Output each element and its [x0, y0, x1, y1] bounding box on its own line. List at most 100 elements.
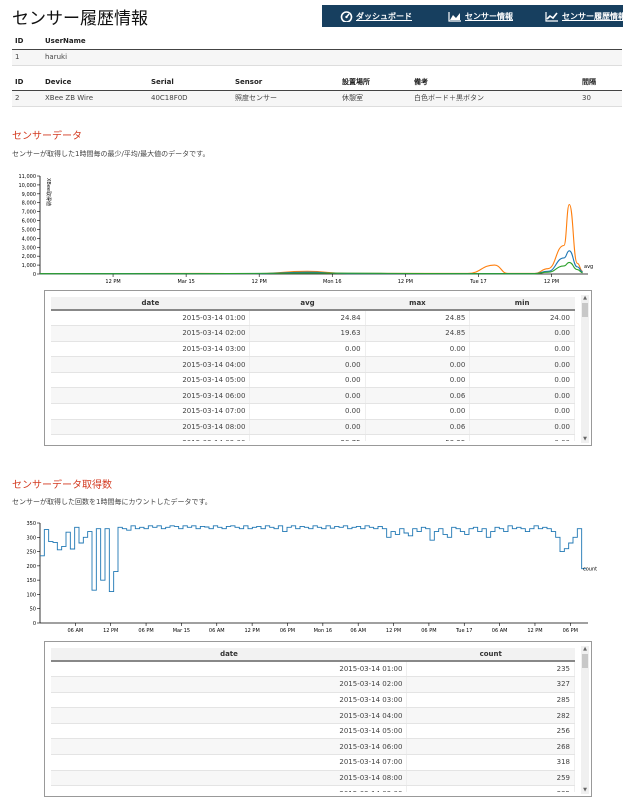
table-row: 2015-03-14 02:00 327 — [51, 676, 575, 693]
serial-header: Serial — [148, 74, 232, 91]
y-tick-label: 11,000 — [19, 174, 37, 180]
grid1-cell: 53.25 — [365, 434, 471, 441]
note-cell: 白色ボード＋黒ボタン — [411, 90, 579, 107]
grid1-cell: 0.00 — [469, 356, 575, 373]
grid2-cell: 318 — [406, 754, 575, 771]
count-data-grid-table: date count 2015-03-14 01:00 235 2015-03-14… — [51, 648, 575, 792]
x-tick-label: Mon 16 — [323, 279, 342, 285]
location-cell: 休憩室 — [339, 90, 411, 107]
x-tick-label: 12 PM — [544, 279, 559, 285]
grid1-cell: 0.00 — [249, 403, 366, 420]
y-tick-label: 8,000 — [22, 201, 36, 207]
nav-dashboard[interactable]: ダッシュボード — [340, 10, 412, 22]
count-series-line — [40, 525, 586, 593]
user-id-header: ID — [12, 33, 42, 50]
count-data-desc: センサーが取得した回数を1時間毎にカウントしたデータです。 — [12, 498, 212, 506]
sensor-value-chart: 0 1,000 2,000 3,000 4,000 5,000 6,000 7,000 8,00… — [19, 174, 594, 285]
y-tick-label: 4,000 — [22, 236, 36, 242]
x-tick-label: 06 PM — [138, 628, 153, 634]
grid2-cell: 268 — [406, 738, 575, 756]
note-header: 備考 — [411, 74, 579, 91]
sensor-table: ID Device Serial Sensor 設置場所 備考 間隔 2 XBe… — [12, 74, 622, 107]
grid1-cell: 0.00 — [469, 387, 575, 405]
count-data-grid: date count 2015-03-14 01:00 235 2015-03-14… — [44, 641, 592, 797]
grid1-max-header: max — [365, 297, 470, 311]
grid2-cell: 285 — [406, 692, 575, 709]
grid1-cell: 2015-03-14 02:00 — [51, 325, 251, 342]
table-row: 2015-03-14 06:00 268 — [51, 738, 575, 756]
scroll-up-icon[interactable]: ▲ — [583, 295, 587, 301]
table-row: 2015-03-14 05:00 0.00 0.00 0.00 — [51, 372, 575, 389]
grid1-cell: 28.75 — [249, 434, 366, 441]
table-row: 2015-03-14 06:00 0.00 0.06 0.00 — [51, 387, 575, 405]
grid2-scroll-thumb[interactable] — [582, 654, 588, 668]
grid1-scrollbar[interactable]: ▲ ▼ — [581, 295, 589, 443]
y-tick-label: 1,000 — [22, 263, 36, 269]
y-tick-label: 9,000 — [22, 192, 36, 198]
grid1-scroll-thumb[interactable] — [582, 303, 588, 317]
table-row: 2015-03-14 02:00 19.63 24.85 0.00 — [51, 325, 575, 342]
y-tick-label: 300 — [26, 535, 36, 541]
y-tick-label: 2,000 — [22, 254, 36, 260]
grid1-cell: 0.06 — [365, 387, 471, 405]
x-tick-label: Mon 16 — [314, 628, 333, 634]
x-tick-label: 12 PM — [105, 279, 120, 285]
y-tick-label: 3,000 — [22, 245, 36, 251]
y-axis-label: XBee取得値 — [45, 178, 52, 206]
grid1-cell: 24.00 — [469, 310, 575, 327]
table-row: 2015-03-14 07:00 0.00 0.00 0.00 — [51, 403, 575, 420]
device-header: Device — [42, 74, 148, 91]
username-cell: haruki — [42, 49, 622, 66]
scroll-down-icon[interactable]: ▼ — [583, 787, 587, 793]
user-table: ID UserName 1 haruki — [12, 33, 622, 66]
grid2-cell: 2015-03-14 05:00 — [51, 723, 408, 740]
grid2-cell: 2015-03-14 09:00 — [51, 785, 408, 792]
y-tick-label: 10,000 — [19, 183, 37, 189]
x-tick-label: 12 PM — [527, 628, 542, 634]
user-id-cell: 1 — [12, 49, 42, 66]
x-tick-label: 12 PM — [398, 279, 413, 285]
x-tick-label: 06 PM — [563, 628, 578, 634]
y-tick-label: 7,000 — [22, 210, 36, 216]
grid1-cell: 24.84 — [249, 310, 366, 327]
x-tick-label: 06 PM — [421, 628, 436, 634]
table-row: 1 haruki — [12, 49, 622, 66]
scroll-down-icon[interactable]: ▼ — [583, 436, 587, 442]
x-tick-label: Tue 17 — [455, 628, 473, 634]
scroll-up-icon[interactable]: ▲ — [583, 646, 587, 652]
grid1-cell: 2015-03-14 03:00 — [51, 341, 251, 358]
y-tick-label: 200 — [26, 564, 36, 570]
grid1-cell: 19.63 — [249, 325, 366, 342]
location-header: 設置場所 — [339, 74, 411, 91]
sensor-data-title: センサーデータ — [12, 131, 82, 142]
grid1-cell: 0.00 — [469, 419, 575, 436]
grid1-cell: 0.00 — [365, 372, 471, 389]
y-tick-label: 6,000 — [22, 219, 36, 225]
table-row: 2015-03-14 04:00 0.00 0.00 0.00 — [51, 356, 575, 373]
sensor-cell: 照度センサー — [232, 90, 339, 107]
grid1-cell: 2015-03-14 06:00 — [51, 387, 251, 405]
grid1-cell: 0.00 — [365, 341, 471, 358]
x-tick-label: 06 AM — [350, 628, 366, 634]
y-tick-label: 100 — [26, 592, 36, 598]
grid1-cell: 0.00 — [249, 372, 366, 389]
area-chart-icon — [448, 11, 461, 22]
table-row: 2015-03-14 03:00 285 — [51, 692, 575, 709]
count-chart: 0 50 100 150 200 250 300 350 06 AM 12 PM 06 PM Mar … — [26, 521, 597, 634]
grid1-cell: 0.00 — [469, 372, 575, 389]
grid1-cell: 2015-03-14 04:00 — [51, 356, 251, 373]
x-tick-label: 06 PM — [280, 628, 295, 634]
grid2-scrollbar[interactable]: ▲ ▼ — [581, 646, 589, 794]
table-row: 2015-03-14 08:00 259 — [51, 770, 575, 787]
y-tick-label: 250 — [26, 550, 36, 556]
nav-sensor-info[interactable]: センサー情報 — [448, 11, 513, 22]
grid1-cell: 0.00 — [365, 403, 471, 420]
nav-sensor-history[interactable]: センサー履歴情報 — [545, 11, 626, 22]
count-data-title: センサーデータ取得数 — [12, 480, 112, 491]
series-line-0 — [39, 203, 583, 275]
table-row: 2 XBee ZB Wire 40C18F0D 照度センサー 休憩室 白色ボード… — [12, 90, 622, 107]
sensor-data-grid: date avg max min 2015-03-14 01:00 24.84 24… — [44, 290, 592, 446]
grid1-cell: 0.06 — [365, 419, 471, 436]
grid1-cell: 0.00 — [249, 341, 366, 358]
